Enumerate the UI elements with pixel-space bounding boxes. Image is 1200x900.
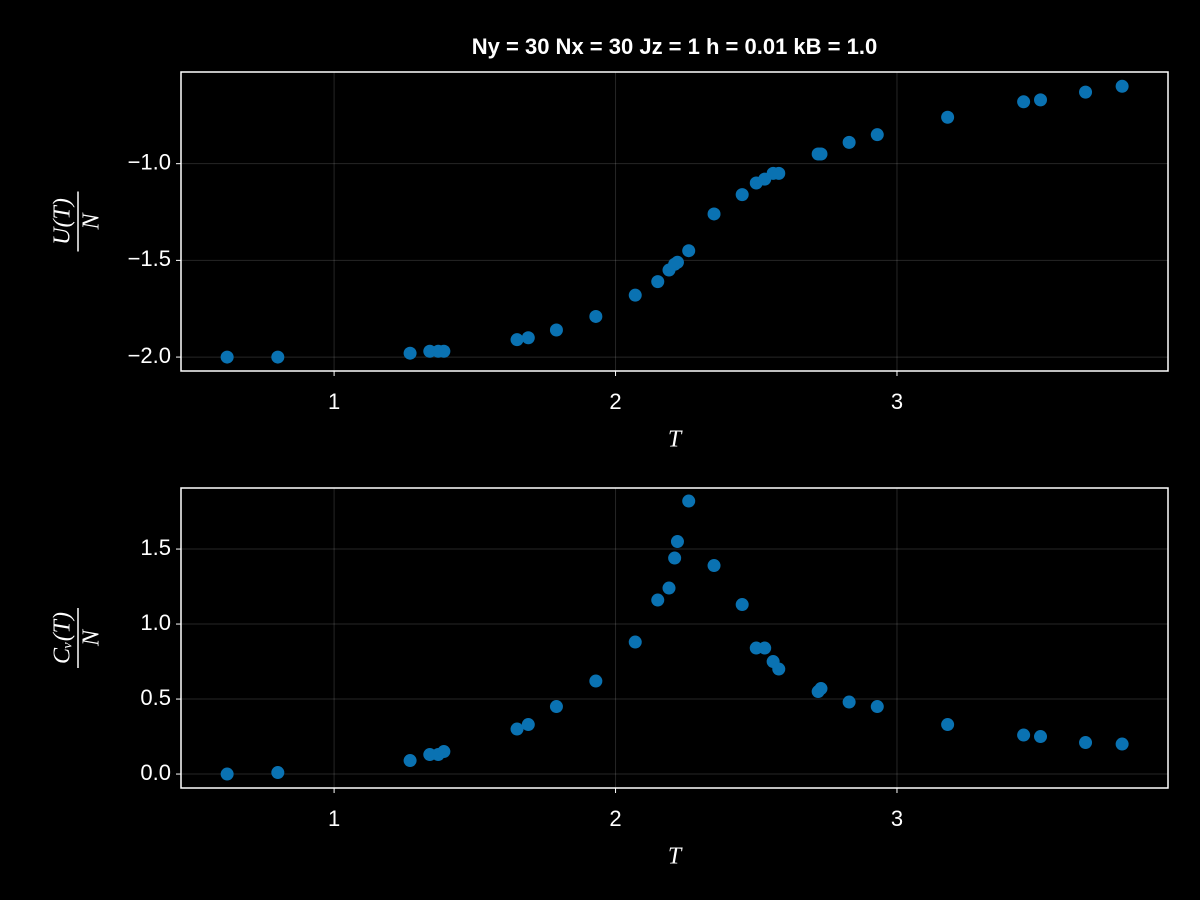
point [220, 350, 234, 364]
point [1034, 730, 1048, 744]
point [670, 255, 684, 269]
point [842, 695, 856, 709]
point [870, 128, 884, 142]
y-label-denominator: N [79, 212, 105, 231]
y-tick-label: −2.0 [128, 343, 171, 368]
y-label-numerator: U(T) [50, 198, 76, 245]
point [707, 207, 721, 221]
y-tick-label: 0.0 [140, 760, 171, 785]
point [941, 110, 955, 124]
x-tick-label: 1 [328, 389, 340, 414]
axes-frame [180, 71, 1169, 372]
point [271, 350, 285, 364]
point [1079, 736, 1093, 750]
x-tick-label: 2 [609, 806, 621, 831]
point [549, 700, 563, 714]
point [437, 745, 451, 759]
y-tick-label: 1.0 [140, 610, 171, 635]
point [521, 331, 535, 345]
point [1017, 728, 1031, 742]
point [651, 593, 665, 607]
point [941, 718, 955, 732]
x-tick-label: 1 [328, 806, 340, 831]
point [682, 494, 696, 508]
point [662, 581, 676, 595]
x-tick-label: 2 [609, 389, 621, 414]
point [668, 551, 682, 565]
point [1034, 93, 1048, 107]
x-tick-label: 3 [891, 389, 903, 414]
point [772, 662, 786, 676]
y-axis-label: U(T) N [50, 191, 105, 252]
point [814, 147, 828, 161]
point [628, 635, 642, 649]
point [628, 288, 642, 302]
point [1017, 95, 1031, 109]
x-tick-label: 3 [891, 806, 903, 831]
point [521, 718, 535, 732]
point [682, 244, 696, 258]
point [1115, 737, 1129, 751]
x-axis-label: T [668, 844, 683, 870]
point [758, 641, 772, 655]
point [549, 323, 563, 337]
point [589, 309, 603, 323]
point [772, 166, 786, 180]
point [1079, 85, 1093, 99]
point [1115, 79, 1129, 93]
point [403, 754, 417, 768]
y-tick-label: −1.5 [128, 246, 171, 271]
axes-frame [180, 487, 1169, 789]
y-label-denominator: N [79, 628, 105, 647]
y-axis-label: Cᵥ(T) N [50, 608, 105, 668]
point [510, 333, 524, 347]
point [707, 559, 721, 573]
chart-title: Ny = 30 Nx = 30 Jz = 1 h = 0.01 kB = 1.0 [472, 34, 877, 59]
y-tick-label: −1.0 [128, 149, 171, 174]
point [589, 674, 603, 688]
y-tick-label: 0.5 [140, 685, 171, 710]
y-tick-label: 1.5 [140, 535, 171, 560]
point [814, 682, 828, 696]
point [670, 535, 684, 549]
x-axis-label: T [668, 427, 683, 453]
point [870, 700, 884, 714]
point [437, 344, 451, 358]
point [651, 275, 665, 289]
point [220, 767, 234, 781]
point [735, 598, 749, 612]
point [510, 722, 524, 736]
y-label-numerator: Cᵥ(T) [50, 612, 76, 664]
point [403, 346, 417, 360]
point [735, 188, 749, 202]
point [842, 135, 856, 149]
point [271, 766, 285, 780]
